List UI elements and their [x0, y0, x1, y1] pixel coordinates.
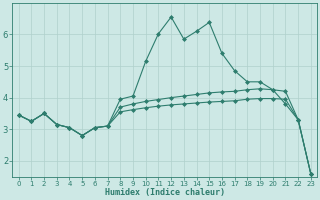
X-axis label: Humidex (Indice chaleur): Humidex (Indice chaleur) [105, 188, 225, 197]
